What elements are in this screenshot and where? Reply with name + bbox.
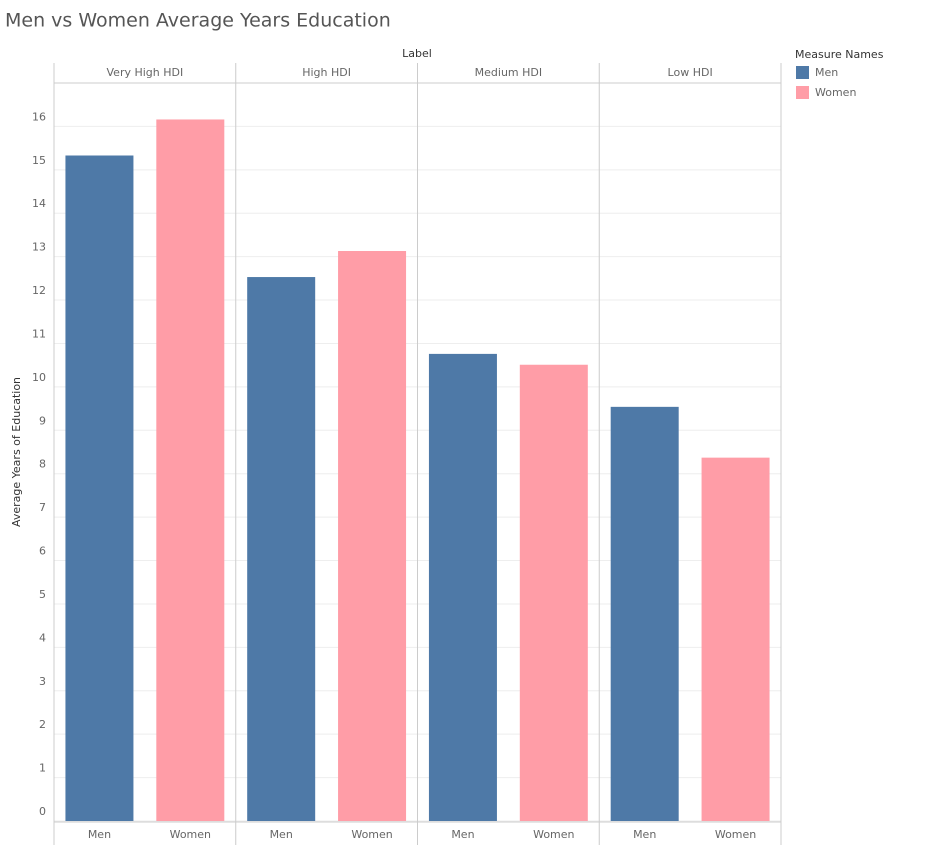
- x-tick-label: Women: [533, 828, 574, 841]
- column-header: Label: [402, 47, 432, 60]
- legend-title: Measure Names: [795, 48, 884, 61]
- y-tick-label: 2: [39, 718, 46, 731]
- legend-label: Men: [815, 66, 838, 79]
- bar: [519, 364, 588, 821]
- bar: [247, 277, 316, 821]
- y-tick-label: 15: [32, 154, 46, 167]
- bar: [156, 119, 225, 821]
- x-tick-label: Men: [88, 828, 111, 841]
- x-tick-label: Men: [270, 828, 293, 841]
- x-tick-label: Men: [633, 828, 656, 841]
- y-tick-label: 16: [32, 110, 46, 123]
- y-tick-label: 0: [39, 805, 46, 818]
- y-tick-label: 4: [39, 631, 46, 644]
- legend-swatch: [796, 86, 809, 99]
- x-tick-label: Women: [715, 828, 756, 841]
- panel-header: High HDI: [302, 66, 351, 79]
- y-tick-label: 7: [39, 501, 46, 514]
- y-tick-label: 13: [32, 241, 46, 254]
- bar: [428, 353, 497, 821]
- panel-header: Medium HDI: [475, 66, 542, 79]
- y-tick-label: 12: [32, 284, 46, 297]
- bar: [65, 155, 134, 821]
- panel-header: Very High HDI: [107, 66, 184, 79]
- x-tick-label: Men: [451, 828, 474, 841]
- y-tick-label: 3: [39, 675, 46, 688]
- y-tick-label: 10: [32, 371, 46, 384]
- y-axis-label: Average Years of Education: [10, 377, 23, 527]
- y-tick-label: 9: [39, 414, 46, 427]
- bar: [701, 457, 770, 821]
- panel-header: Low HDI: [668, 66, 713, 79]
- y-tick-label: 5: [39, 588, 46, 601]
- y-tick-label: 14: [32, 197, 46, 210]
- y-tick-label: 6: [39, 545, 46, 558]
- legend-label: Women: [815, 86, 856, 99]
- y-tick-label: 1: [39, 762, 46, 775]
- x-tick-label: Women: [351, 828, 392, 841]
- bar: [338, 251, 407, 821]
- y-tick-label: 8: [39, 458, 46, 471]
- legend-swatch: [796, 66, 809, 79]
- bar: [610, 406, 679, 821]
- x-tick-label: Women: [170, 828, 211, 841]
- chart-title: Men vs Women Average Years Education: [5, 10, 391, 32]
- y-tick-label: 11: [32, 327, 46, 340]
